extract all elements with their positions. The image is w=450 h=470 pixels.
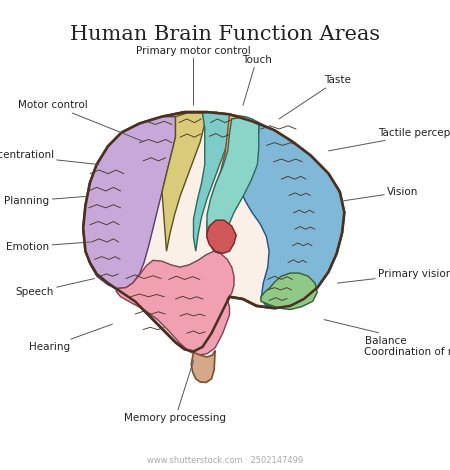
PathPatch shape (207, 114, 270, 253)
Text: Emotion: Emotion (6, 242, 90, 251)
PathPatch shape (162, 113, 205, 251)
Text: Human Brain Function Areas: Human Brain Function Areas (70, 25, 380, 45)
PathPatch shape (194, 112, 232, 251)
PathPatch shape (191, 351, 215, 383)
Text: Memory processing: Memory processing (125, 360, 226, 423)
Text: www.shutterstock.com · 2502147499: www.shutterstock.com · 2502147499 (147, 456, 303, 465)
Text: Speech: Speech (16, 279, 94, 297)
PathPatch shape (83, 117, 176, 289)
PathPatch shape (116, 251, 234, 355)
Text: Primary vision: Primary vision (338, 269, 450, 283)
Text: Vision: Vision (342, 187, 418, 201)
Text: Touch: Touch (242, 55, 271, 105)
Text: Hearing: Hearing (29, 324, 112, 352)
Text: Taste: Taste (279, 75, 351, 119)
PathPatch shape (207, 117, 259, 253)
Text: Motor control: Motor control (18, 100, 144, 142)
PathPatch shape (83, 112, 344, 352)
Text: Planning: Planning (4, 196, 86, 206)
Text: Balance
Coordination of movement: Balance Coordination of movement (324, 320, 450, 357)
Text: Tactile perceptions: Tactile perceptions (328, 128, 450, 151)
Text: Primary motor control: Primary motor control (136, 46, 251, 105)
Text: ConcentrationI: ConcentrationI (0, 150, 99, 164)
PathPatch shape (207, 220, 236, 253)
PathPatch shape (261, 273, 317, 310)
PathPatch shape (241, 123, 344, 308)
